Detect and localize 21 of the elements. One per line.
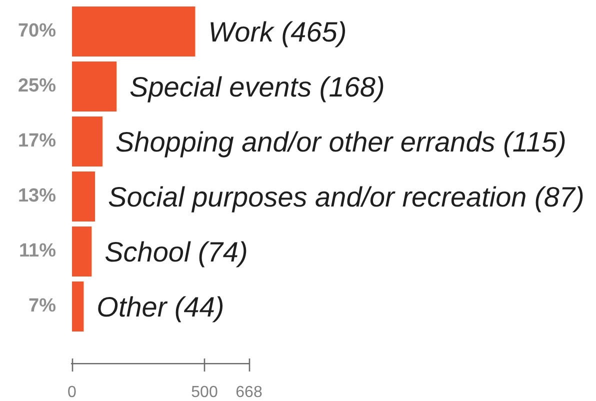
- x-tick-label: 0: [68, 384, 77, 401]
- x-tick-label: 500: [191, 384, 218, 401]
- bar: [72, 172, 96, 222]
- x-tick-label: 668: [236, 384, 262, 401]
- bar: [72, 282, 84, 332]
- data-label: Shopping and/or other errands (115): [115, 126, 566, 158]
- bar: [72, 116, 102, 166]
- y-tick-label: 25%: [18, 76, 56, 97]
- bar: [72, 6, 196, 56]
- bar: [72, 226, 92, 276]
- data-label: Work (465): [208, 16, 347, 48]
- data-label: Other (44): [96, 292, 224, 322]
- y-tick-label: 17%: [18, 130, 56, 152]
- data-label: School (74): [104, 236, 248, 268]
- y-tick-label: 11%: [19, 240, 56, 262]
- bar: [72, 62, 117, 112]
- y-tick-label: 7%: [28, 296, 56, 317]
- y-tick-label: 70%: [18, 20, 56, 42]
- y-tick-label: 13%: [18, 186, 56, 207]
- data-label: Social purposes and/or recreation (87): [108, 182, 584, 212]
- data-label: Special events (168): [130, 72, 385, 102]
